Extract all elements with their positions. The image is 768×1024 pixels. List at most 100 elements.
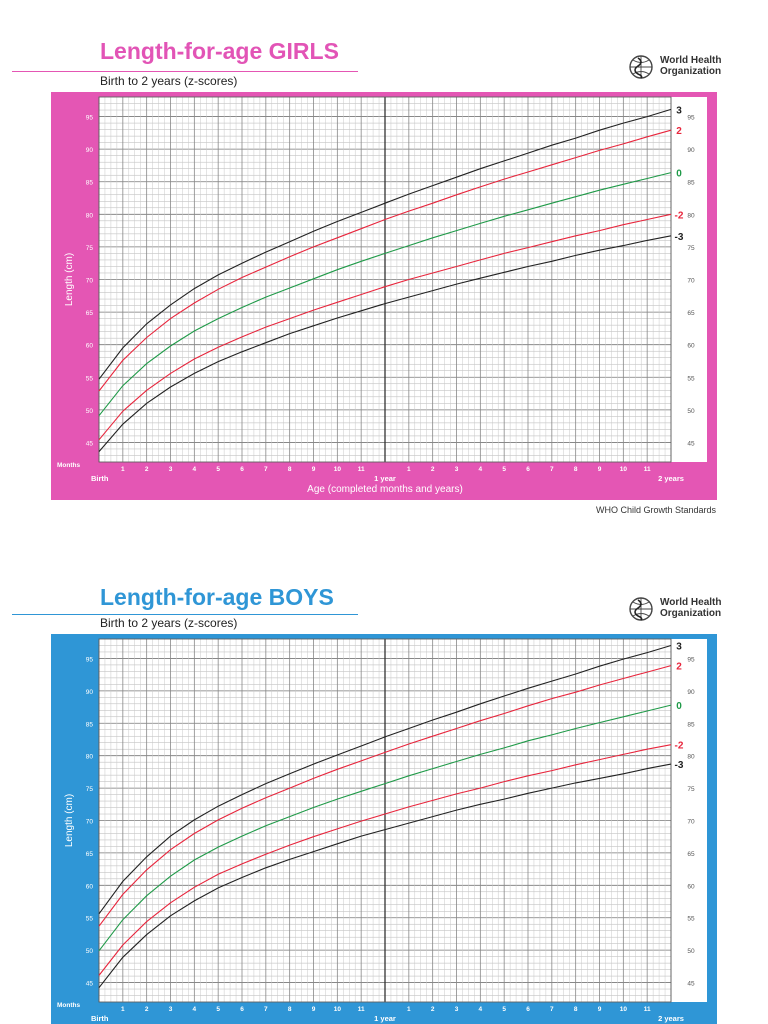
z-score-curve-2	[98, 129, 672, 392]
girls-credit: WHO Child Growth Standards	[595, 505, 716, 515]
girls-chart-title: Length-for-age GIRLS	[100, 38, 339, 64]
x-month-tick-label: 7	[550, 1006, 554, 1013]
x-major-label: Birth	[91, 1014, 109, 1023]
x-major-label: 1 year	[374, 474, 396, 483]
y-tick-label-right: 90	[687, 689, 695, 696]
z-score-label: 3	[676, 641, 682, 652]
y-tick-label-left: 75	[86, 245, 94, 252]
y-tick-label-left: 60	[86, 883, 94, 890]
y-tick-label-right: 50	[687, 408, 695, 415]
y-tick-label-right: 70	[687, 819, 695, 826]
z-score-label: 0	[676, 701, 682, 712]
x-month-tick-label: 1	[407, 1006, 411, 1013]
y-tick-label-left: 85	[86, 721, 94, 728]
x-month-tick-label: 3	[455, 1006, 459, 1013]
z-score-label: -3	[675, 760, 684, 771]
who-org-name-line-1: World Health	[660, 597, 722, 608]
y-tick-label-left: 95	[86, 115, 94, 122]
z-score-label: 0	[676, 169, 682, 180]
y-tick-label-right: 75	[687, 786, 695, 793]
x-month-tick-label: 9	[312, 466, 316, 473]
x-month-tick-label: 10	[620, 1006, 628, 1013]
x-month-tick-label: 8	[288, 1006, 292, 1013]
y-tick-label-right: 45	[687, 981, 695, 988]
x-month-tick-label: 1	[121, 1006, 125, 1013]
x-month-tick-label: 9	[312, 1006, 316, 1013]
girls-who-org-name: World Health Organization	[660, 55, 730, 77]
x-month-tick-label: 6	[240, 1006, 244, 1013]
z-label-strip	[671, 639, 707, 1002]
y-tick-label-right: 60	[687, 343, 695, 350]
plot-border	[98, 638, 672, 1003]
x-month-tick-label: 4	[193, 466, 197, 473]
y-tick-label-left: 85	[86, 180, 94, 187]
x-month-tick-label: 11	[358, 466, 365, 473]
y-tick-label-left: 90	[86, 689, 94, 696]
x-month-tick-label: 8	[574, 1006, 578, 1013]
z-score-label: -2	[675, 741, 684, 752]
girls-chart-panel: 45 45 50 50 55 55 60 60 65 65 70 70 75 75 80 80 85 85 90 90…	[51, 92, 717, 500]
who-org-name-line-1: World Health	[660, 55, 722, 66]
y-tick-label-right: 75	[687, 245, 695, 252]
y-tick-label-right: 85	[687, 180, 695, 187]
y-tick-label-left: 55	[86, 375, 94, 382]
x-major-label: 2 years	[658, 1014, 684, 1023]
x-month-tick-label: 5	[502, 1006, 506, 1013]
x-major-label: Birth	[91, 474, 109, 483]
boys-chart-subtitle: Birth to 2 years (z-scores)	[100, 616, 238, 630]
x-month-tick-label: 10	[334, 466, 342, 473]
girls-chart-subtitle: Birth to 2 years (z-scores)	[100, 74, 238, 88]
who-emblem-icon	[629, 55, 653, 79]
z-score-curve-2	[98, 665, 672, 927]
x-month-tick-label: 3	[455, 466, 459, 473]
boys-chart-title: Length-for-age BOYS	[100, 584, 334, 610]
x-month-tick-label: 4	[479, 466, 483, 473]
y-tick-label-right: 55	[687, 375, 695, 382]
y-tick-label-left: 75	[86, 786, 94, 793]
girls-who-logo: World Health Organization	[626, 52, 726, 82]
z-score-curve-3	[98, 108, 672, 380]
x-month-tick-label: 2	[145, 1006, 149, 1013]
y-tick-label-left: 80	[86, 754, 94, 761]
boys-title-rule	[12, 614, 358, 615]
y-tick-label-right: 65	[687, 310, 695, 317]
z-score-label: 2	[676, 126, 682, 137]
x-month-tick-label: 11	[644, 1006, 651, 1013]
z-label-strip	[671, 97, 707, 462]
x-month-tick-label: 10	[620, 466, 628, 473]
months-label: Months	[57, 1002, 80, 1009]
x-month-tick-label: 9	[598, 466, 602, 473]
y-tick-label-left: 65	[86, 851, 94, 858]
boys-who-logo: World Health Organization	[626, 594, 726, 624]
y-tick-label-right: 85	[687, 721, 695, 728]
x-month-tick-label: 6	[240, 466, 244, 473]
plot-border	[98, 96, 672, 463]
y-tick-label-right: 65	[687, 851, 695, 858]
x-month-tick-label: 6	[526, 1006, 530, 1013]
y-tick-label-right: 90	[687, 147, 695, 154]
y-axis-label: Length (cm)	[64, 253, 75, 306]
y-tick-label-left: 45	[86, 981, 94, 988]
x-month-tick-label: 4	[479, 1006, 483, 1013]
z-score-label: -2	[675, 210, 684, 221]
girls-title-rule	[12, 71, 358, 72]
y-tick-label-right: 45	[687, 440, 695, 447]
y-tick-label-right: 95	[687, 115, 695, 122]
y-tick-label-left: 70	[86, 819, 94, 826]
y-tick-label-left: 70	[86, 278, 94, 285]
y-tick-label-left: 80	[86, 212, 94, 219]
x-month-tick-label: 9	[598, 1006, 602, 1013]
boys-chart-panel: 45 45 50 50 55 55 60 60 65 65 70 70 75 75 80 80 85 85 90 90…	[51, 634, 717, 1024]
z-score-curve-3	[98, 644, 672, 915]
z-score-curve--2	[98, 213, 672, 441]
z-score-curve-0	[98, 704, 672, 952]
y-tick-label-left: 90	[86, 147, 94, 154]
x-month-tick-label: 6	[526, 466, 530, 473]
y-axis-label: Length (cm)	[64, 794, 75, 847]
y-tick-label-right: 70	[687, 278, 695, 285]
x-month-tick-label: 11	[644, 466, 651, 473]
z-score-label: -3	[675, 232, 684, 243]
x-month-tick-label: 8	[288, 466, 292, 473]
